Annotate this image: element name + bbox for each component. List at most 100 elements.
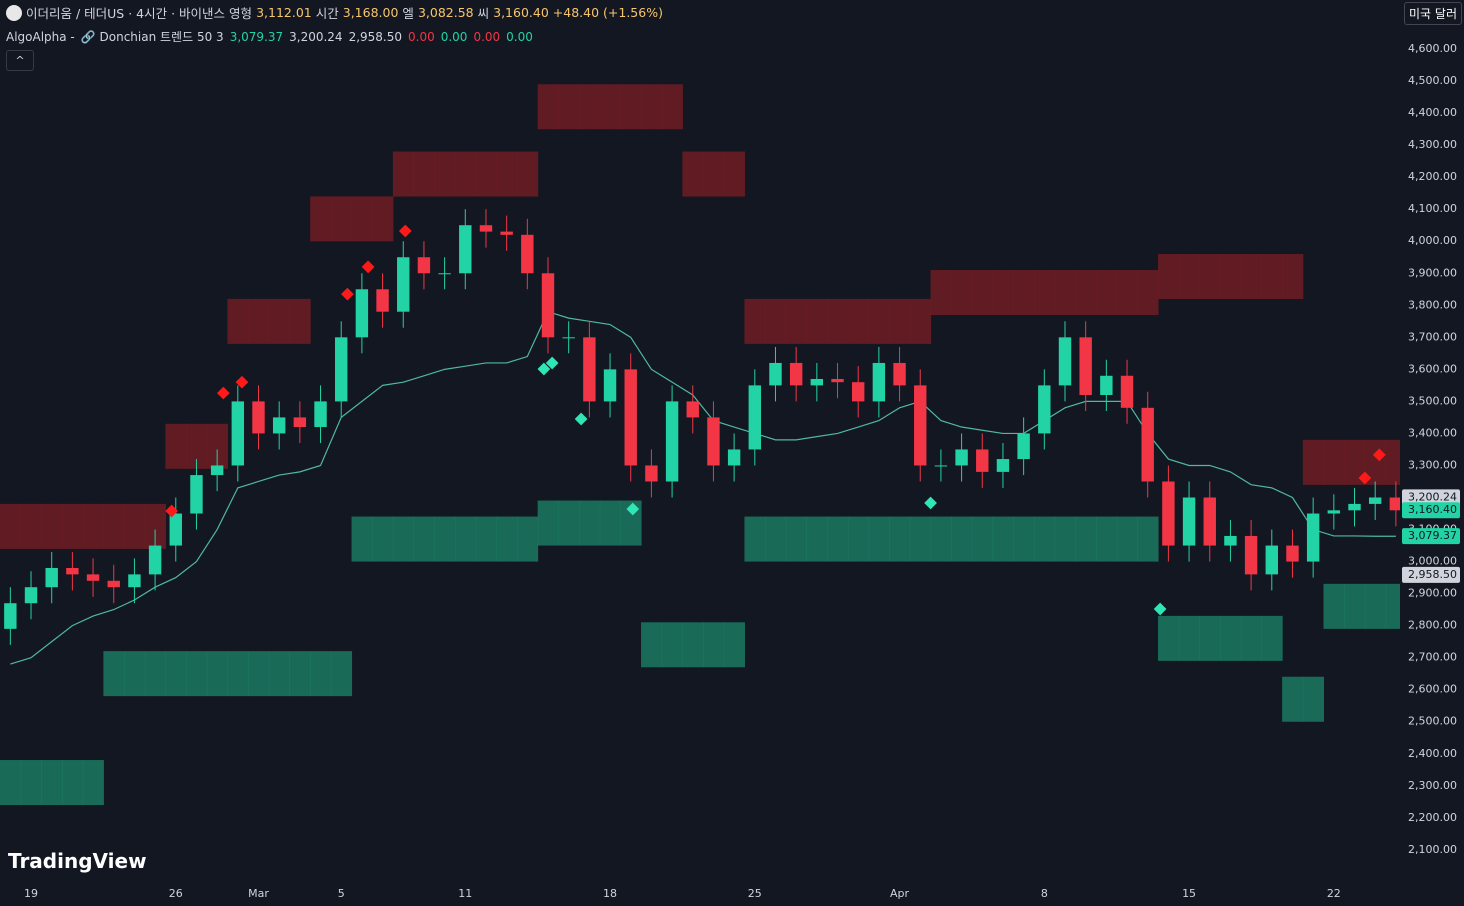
candle-body — [438, 273, 451, 275]
upper-band — [516, 151, 539, 197]
lower-band — [248, 651, 270, 697]
upper-band — [1261, 254, 1283, 300]
lower-band — [951, 516, 973, 562]
trend-line — [10, 310, 1396, 665]
upper-band — [703, 151, 725, 197]
candle-body — [459, 225, 472, 274]
upper-band — [1137, 270, 1159, 316]
candle-body — [603, 369, 617, 402]
indicator-name[interactable]: 🔗 Donchian 트렌드 50 3 — [80, 30, 224, 44]
symbol[interactable]: 이더리움 / 테더US · 4시간 · 바이낸스 — [26, 6, 226, 21]
lower-band — [785, 516, 807, 562]
lower-band — [186, 651, 208, 697]
candle-body — [500, 231, 513, 235]
candle-body — [1348, 503, 1361, 511]
lower-band — [351, 516, 373, 562]
y-tick-label: 3,800.00 — [1408, 298, 1457, 311]
symbol-icon — [6, 4, 22, 21]
lower-band — [1054, 516, 1076, 562]
candle-body — [1244, 535, 1258, 575]
lower-band — [1096, 516, 1118, 562]
lower-band — [1075, 516, 1097, 562]
upper-band — [1220, 254, 1242, 300]
lower-band — [599, 500, 621, 546]
indicator-line: AlgoAlpha - 🔗 Donchian 트렌드 50 3 3,079.37… — [6, 28, 533, 45]
lower-band — [1323, 583, 1345, 629]
candle-body — [86, 574, 100, 581]
x-tick-label: 15 — [1182, 887, 1196, 900]
candle-body — [789, 362, 803, 386]
upper-band — [1116, 270, 1138, 316]
lower-band — [206, 651, 228, 697]
lower-band — [330, 651, 353, 697]
y-tick-label: 2,700.00 — [1408, 651, 1457, 664]
currency-button[interactable]: 미국 달러 — [1404, 2, 1462, 25]
candle-body — [1017, 433, 1030, 460]
candle-body — [645, 465, 658, 482]
candle-body — [397, 257, 410, 312]
upper-band — [1199, 254, 1221, 300]
indicator-value: 3,079.37 — [229, 29, 284, 44]
buy-signal — [924, 496, 937, 510]
high-label: 시간 — [315, 6, 339, 21]
upper-band — [186, 423, 208, 469]
candle-body — [479, 225, 493, 232]
lower-band — [909, 516, 932, 562]
price-label: 3,160.40 — [1408, 503, 1457, 516]
candle-body — [335, 337, 348, 402]
upper-band — [579, 84, 601, 130]
upper-band — [20, 503, 42, 549]
candle-body — [1368, 497, 1382, 504]
indicator-value: 0.00 — [473, 29, 501, 44]
upper-band — [1302, 439, 1324, 485]
upper-band — [599, 84, 621, 130]
upper-band — [1282, 254, 1304, 300]
price-label: 2,958.50 — [1408, 568, 1457, 581]
buy-signal — [1153, 602, 1167, 616]
lower-band — [723, 622, 745, 668]
lower-band — [434, 516, 456, 562]
candle-body — [521, 234, 534, 274]
candle-body — [169, 513, 182, 546]
lower-band — [889, 516, 911, 562]
upper-band — [785, 298, 807, 344]
lower-band — [1033, 516, 1056, 562]
upper-band — [289, 298, 311, 344]
indicator-value: 2,958.50 — [348, 29, 402, 44]
collapse-button[interactable]: ^ — [6, 50, 34, 71]
x-tick-label: 11 — [458, 887, 472, 900]
lower-band — [496, 516, 518, 562]
upper-band — [454, 151, 477, 197]
price-label: 3,200.24 — [1408, 490, 1457, 503]
lower-band — [661, 622, 683, 668]
candle-body — [314, 401, 327, 428]
lower-band — [1137, 516, 1159, 562]
lower-band — [682, 622, 704, 668]
high-value: 3,168.00 — [342, 5, 399, 20]
open-value: 3,112.01 — [256, 5, 312, 20]
lower-band — [1158, 615, 1180, 661]
upper-band — [62, 503, 84, 549]
lower-band — [1178, 615, 1200, 661]
y-tick-label: 2,100.00 — [1408, 843, 1457, 856]
lower-band — [516, 516, 539, 562]
indicator-value: 0.00 — [408, 29, 435, 44]
upper-band — [1096, 270, 1118, 316]
x-tick-label: 19 — [24, 887, 38, 900]
upper-band — [868, 298, 890, 344]
candle-body — [872, 362, 886, 402]
lower-band — [1116, 516, 1138, 562]
y-tick-label: 3,000.00 — [1408, 555, 1457, 568]
upper-band — [765, 298, 787, 344]
candle-body — [707, 417, 720, 466]
upper-band — [930, 270, 952, 316]
lower-band — [868, 516, 890, 562]
y-tick-label: 3,900.00 — [1408, 266, 1457, 279]
y-tick-label: 2,300.00 — [1408, 779, 1457, 792]
close-value: 3,160.40 — [493, 5, 549, 20]
candle-body — [976, 449, 989, 472]
logo: TradingView — [8, 849, 147, 873]
upper-band — [847, 298, 870, 344]
candle-body — [831, 378, 844, 383]
